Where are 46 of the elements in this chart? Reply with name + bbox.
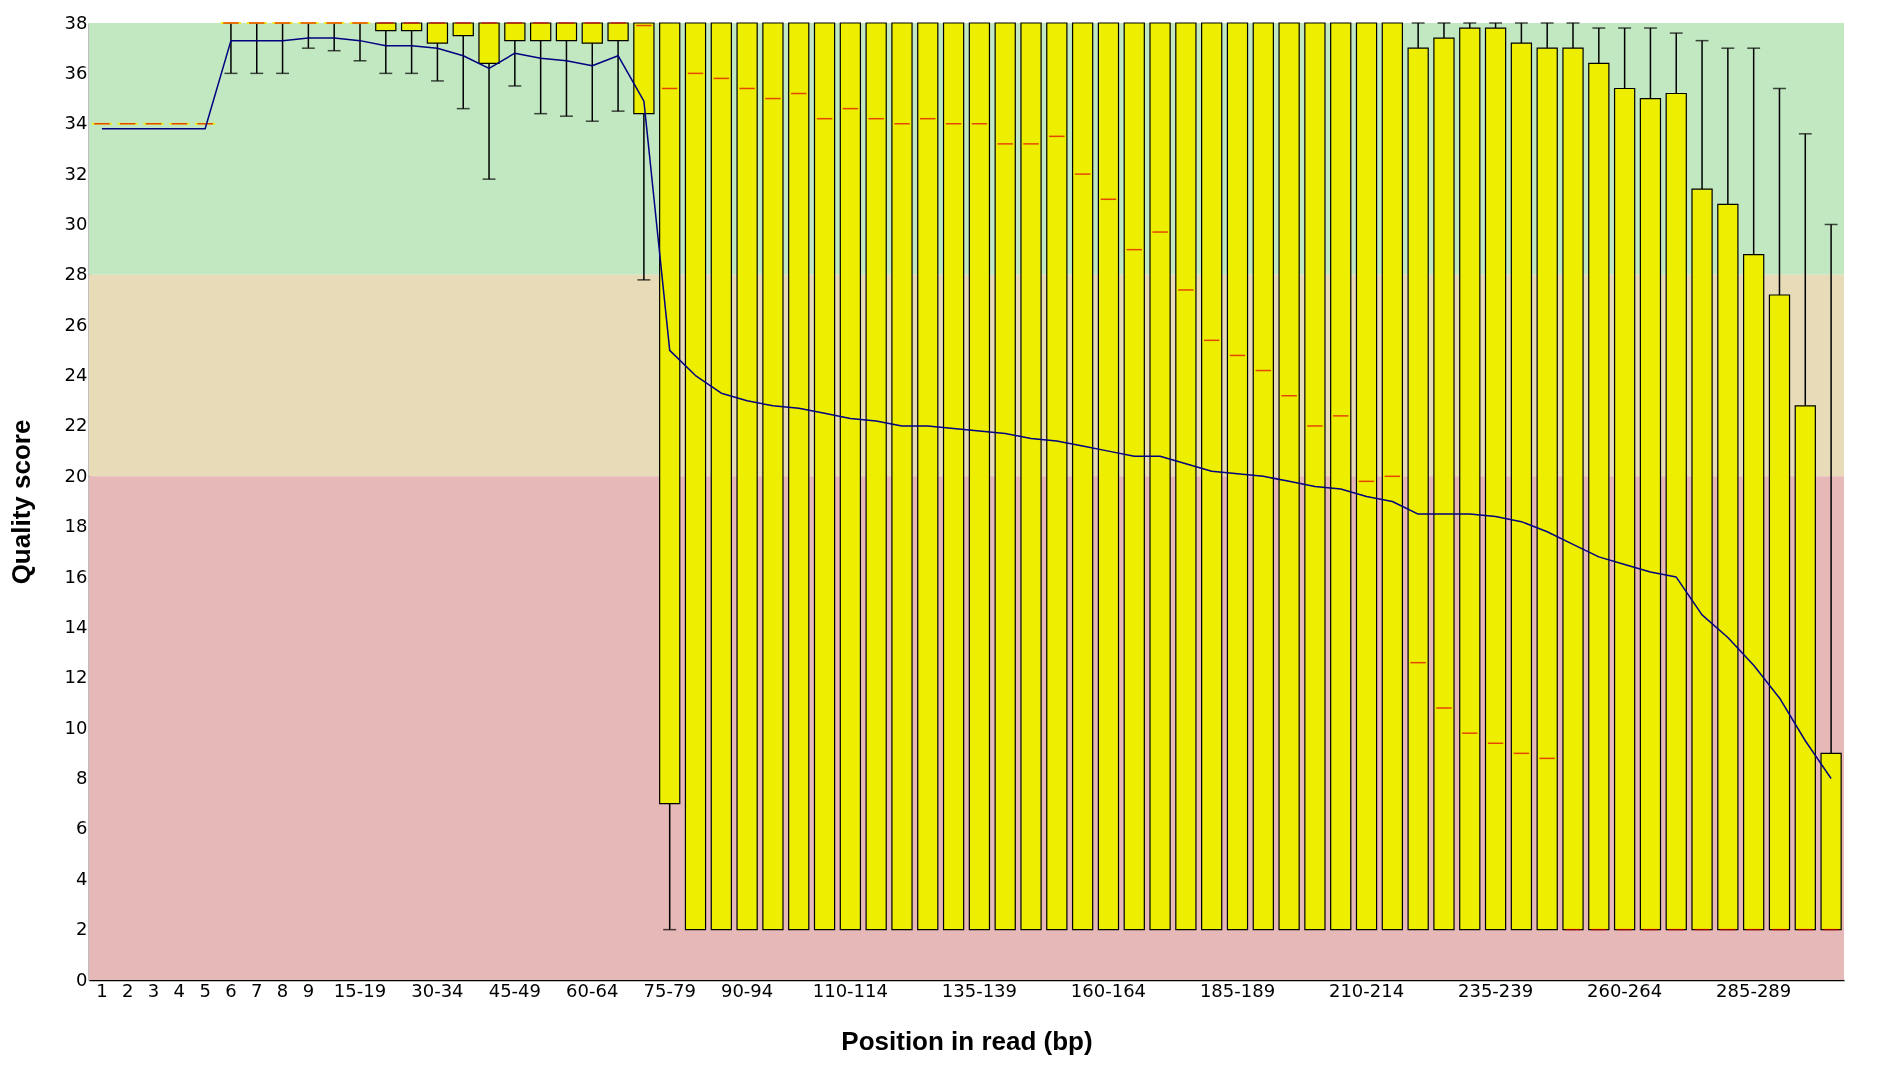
x-tick-label: 15-19 (333, 979, 387, 1001)
y-tick-label: 28 (64, 263, 88, 285)
y-tick-label: 0 (76, 968, 88, 990)
y-tick-label: 22 (64, 414, 88, 436)
y-tick-label: 20 (64, 464, 88, 486)
x-tick-label: 5 (199, 979, 211, 1001)
y-tick-label: 30 (64, 212, 88, 234)
x-tick-label: 6 (225, 979, 237, 1001)
x-tick-label: 7 (251, 979, 263, 1001)
y-tick-label: 16 (64, 565, 88, 587)
y-tick-label: 34 (64, 112, 88, 134)
y-tick-label: 4 (76, 867, 88, 889)
x-tick-label: 8 (276, 979, 289, 1001)
x-tick-label: 185-189 (1199, 979, 1276, 1001)
x-tick-label: 60-64 (566, 979, 619, 1001)
y-tick-label: 38 (64, 11, 88, 33)
y-tick-label: 18 (64, 515, 88, 537)
y-tick-label: 36 (64, 61, 88, 83)
y-tick-label: 14 (64, 615, 88, 637)
y-tick-label: 6 (76, 817, 88, 839)
x-tick-label: 2 (121, 979, 134, 1001)
x-tick-label: 285-289 (1716, 979, 1792, 1001)
line-series (101, 37, 1832, 780)
x-tick-label: 210-214 (1328, 979, 1405, 1001)
y-tick-label: 24 (64, 364, 88, 386)
y-tick-label: 8 (76, 767, 88, 789)
x-tick-label: 235-239 (1457, 979, 1534, 1001)
x-tick-label: 260-264 (1587, 979, 1663, 1001)
x-tick-label: 3 (147, 979, 160, 1001)
x-tick-label: 160-164 (1070, 979, 1147, 1001)
y-tick-label: 10 (64, 716, 88, 738)
x-tick-label: 9 (302, 979, 315, 1001)
y-tick-label: 2 (76, 918, 88, 940)
y-axis-title: Quality score (5, 419, 36, 585)
x-tick-label: 75-79 (643, 979, 696, 1001)
x-tick-label: 30-34 (411, 979, 464, 1001)
x-tick-label: 4 (173, 979, 186, 1001)
y-tick-label: 32 (64, 162, 88, 184)
x-tick-label: 1 (96, 979, 108, 1001)
x-tick-label: 45-49 (488, 979, 541, 1001)
x-axis-title: Position in read (bp) (841, 1025, 1093, 1056)
y-tick-label: 26 (64, 313, 88, 335)
x-tick-label: 110-114 (812, 979, 888, 1001)
x-tick-label: 135-139 (941, 979, 1018, 1001)
x-tick-label: 90-94 (720, 979, 774, 1001)
y-tick-label: 12 (64, 666, 88, 688)
